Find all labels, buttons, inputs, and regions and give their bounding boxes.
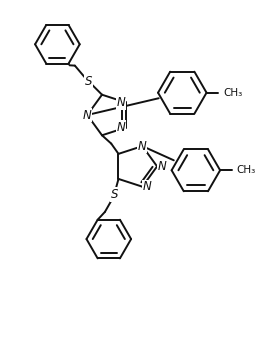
Text: N: N bbox=[117, 96, 125, 109]
Text: N: N bbox=[117, 121, 125, 134]
Text: S: S bbox=[85, 74, 92, 88]
Text: N: N bbox=[83, 108, 92, 121]
Text: CH₃: CH₃ bbox=[237, 165, 256, 175]
Text: N: N bbox=[143, 180, 151, 193]
Text: S: S bbox=[111, 188, 118, 201]
Text: N: N bbox=[158, 160, 166, 173]
Text: CH₃: CH₃ bbox=[223, 88, 242, 98]
Text: N: N bbox=[138, 140, 147, 153]
